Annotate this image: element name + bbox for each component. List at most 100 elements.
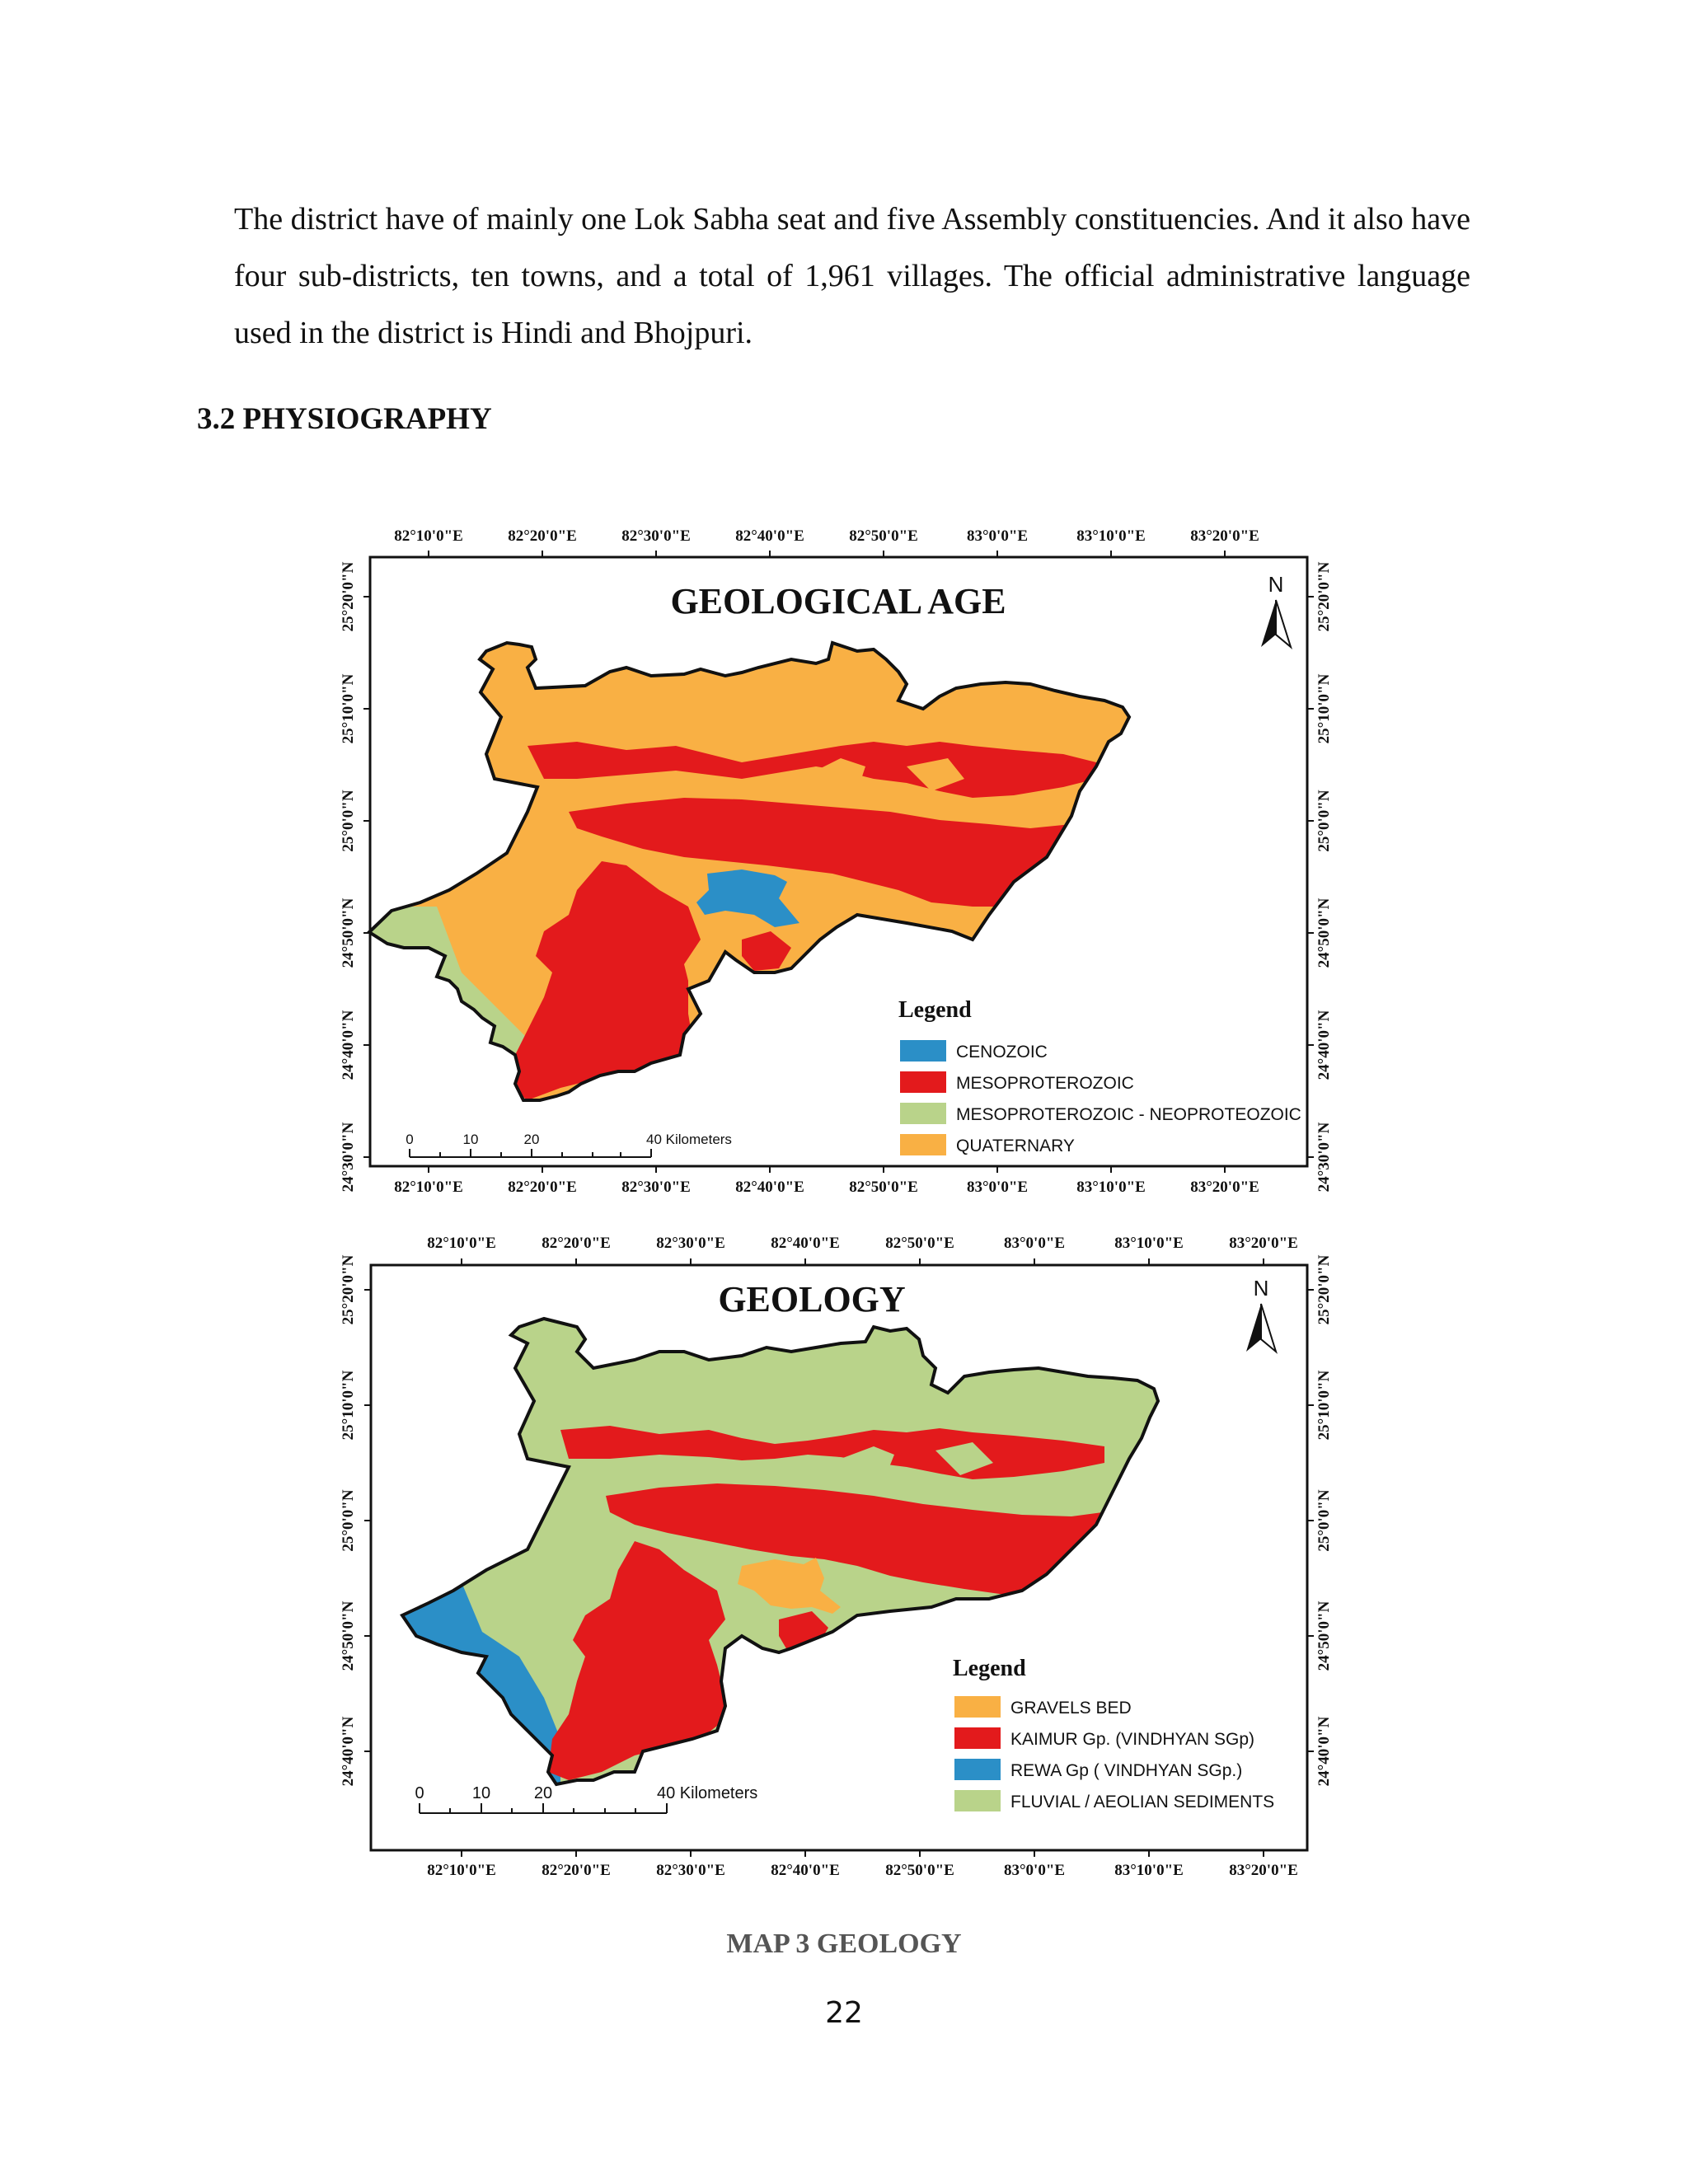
- lat-tick-label: 25°20'0"N: [1315, 561, 1333, 631]
- north-arrow-icon: N: [1261, 572, 1292, 649]
- legend-swatch: [900, 1040, 946, 1062]
- lon-tick-label: 83°10'0"E: [1076, 1179, 1146, 1196]
- lon-tick-label: 82°10'0"E: [394, 527, 463, 545]
- lon-tick-label: 82°50'0"E: [849, 1179, 918, 1196]
- scale-bar: 0 10 20 40 Kilometers: [406, 1132, 732, 1158]
- north-label: N: [1254, 1276, 1269, 1301]
- lat-tick-label: 24°40'0"N: [340, 1010, 357, 1080]
- lon-tick-label: 82°40'0"E: [771, 1862, 840, 1879]
- lon-tick-label: 82°20'0"E: [542, 1235, 611, 1252]
- lon-tick-label: 82°40'0"E: [735, 1179, 804, 1196]
- district-boundary: [400, 1316, 1160, 1787]
- legend-swatch: [900, 1134, 946, 1155]
- north-label: N: [1268, 572, 1284, 597]
- lon-tick-label: 83°0'0"E: [1004, 1235, 1065, 1252]
- lon-tick-label: 83°10'0"E: [1114, 1235, 1184, 1252]
- lat-tick-label: 25°0'0"N: [1315, 790, 1333, 851]
- lat-tick-label: 25°10'0"N: [1315, 673, 1333, 743]
- map-title: GEOLOGY: [718, 1279, 905, 1319]
- lat-tick-label: 25°0'0"N: [340, 790, 357, 851]
- lon-tick-label: 82°20'0"E: [508, 1179, 577, 1196]
- legend-swatch: [954, 1727, 1001, 1749]
- lat-tick-label: 25°10'0"N: [1315, 1370, 1333, 1440]
- scale-tick: 10: [463, 1132, 479, 1147]
- lat-tick-label: 24°40'0"N: [1315, 1010, 1333, 1080]
- lat-tick-label: 25°20'0"N: [340, 561, 357, 631]
- legend-label: KAIMUR Gp. (VINDHYAN SGp): [1010, 1730, 1254, 1749]
- geological-age-map: 82°10'0"E 82°20'0"E 82°30'0"E 82°40'0"E …: [340, 527, 1333, 1196]
- lat-tick-label: 24°50'0"N: [340, 1601, 357, 1671]
- legend-swatch: [900, 1103, 946, 1124]
- geology-map: 82°10'0"E 82°20'0"E 82°30'0"E 82°40'0"E …: [340, 1235, 1333, 1879]
- scale-tick: 20: [524, 1132, 540, 1147]
- lat-tick-label: 24°50'0"N: [1315, 898, 1333, 968]
- lon-tick-label: 82°20'0"E: [542, 1862, 611, 1879]
- lon-tick-label: 83°0'0"E: [1004, 1862, 1065, 1879]
- lat-tick-label: 24°50'0"N: [1315, 1601, 1333, 1671]
- map-title: GEOLOGICAL AGE: [670, 581, 1006, 621]
- lon-tick-label: 82°10'0"E: [427, 1862, 496, 1879]
- lat-tick-label: 25°20'0"N: [340, 1254, 357, 1324]
- lon-tick-label: 82°30'0"E: [621, 527, 691, 545]
- legend-label: MESOPROTEROZOIC: [956, 1074, 1134, 1093]
- legend-label: GRAVELS BED: [1010, 1699, 1132, 1718]
- lon-tick-label: 82°30'0"E: [656, 1235, 725, 1252]
- scale-tick: 0: [406, 1132, 413, 1147]
- lon-tick-label: 83°20'0"E: [1229, 1862, 1298, 1879]
- lon-tick-label: 83°0'0"E: [967, 527, 1028, 545]
- lon-tick-label: 82°40'0"E: [771, 1235, 840, 1252]
- lon-tick-label: 82°40'0"E: [735, 527, 804, 545]
- lon-tick-label: 83°10'0"E: [1114, 1862, 1184, 1879]
- legend-title: Legend: [953, 1656, 1026, 1681]
- scale-tick: 0: [415, 1784, 424, 1802]
- section-heading: 3.2 PHYSIOGRAPHY: [197, 402, 492, 436]
- scale-label: 40 Kilometers: [657, 1784, 757, 1802]
- lon-tick-label: 82°10'0"E: [427, 1235, 496, 1252]
- lon-tick-label: 82°30'0"E: [621, 1179, 691, 1196]
- legend-swatch: [954, 1790, 1001, 1811]
- lat-tick-label: 25°10'0"N: [340, 1370, 357, 1440]
- legend-label: REWA Gp ( VINDHYAN SGp.): [1010, 1761, 1242, 1780]
- scale-tick: 10: [472, 1784, 490, 1802]
- lat-tick-label: 25°10'0"N: [340, 673, 357, 743]
- map-legend: Legend CENOZOIC MESOPROTEROZOIC MESOPROT…: [898, 997, 1301, 1155]
- legend-swatch: [954, 1759, 1001, 1780]
- scale-tick: 20: [534, 1784, 552, 1802]
- lat-tick-label: 24°30'0"N: [340, 1122, 357, 1192]
- legend-label: QUATERNARY: [956, 1137, 1075, 1155]
- lat-tick-label: 24°50'0"N: [340, 898, 357, 968]
- scale-bar: 0 10 20 40 Kilometers: [415, 1784, 757, 1814]
- scale-label: 40 Kilometers: [646, 1132, 732, 1147]
- page-number: 22: [825, 1996, 863, 2030]
- figure-caption: MAP 3 GEOLOGY: [726, 1929, 962, 1959]
- lon-tick-label: 83°20'0"E: [1190, 527, 1259, 545]
- lon-tick-label: 83°0'0"E: [967, 1179, 1028, 1196]
- legend-swatch: [900, 1071, 946, 1093]
- legend-label: FLUVIAL / AEOLIAN SEDIMENTS: [1010, 1793, 1274, 1811]
- lon-tick-label: 83°20'0"E: [1190, 1179, 1259, 1196]
- lon-tick-label: 82°50'0"E: [885, 1862, 954, 1879]
- map-frame: [369, 1263, 1309, 1852]
- north-arrow-icon: N: [1246, 1276, 1278, 1354]
- map-legend: Legend GRAVELS BED KAIMUR Gp. (VINDHYAN …: [953, 1656, 1274, 1811]
- lon-tick-label: 82°50'0"E: [885, 1235, 954, 1252]
- lon-tick-label: 82°30'0"E: [656, 1862, 725, 1879]
- lat-tick-label: 24°40'0"N: [340, 1716, 357, 1786]
- lon-tick-label: 82°50'0"E: [849, 527, 918, 545]
- lon-tick-label: 82°20'0"E: [508, 527, 577, 545]
- lat-tick-label: 25°20'0"N: [1315, 1254, 1333, 1324]
- lon-tick-label: 83°10'0"E: [1076, 527, 1146, 545]
- lat-tick-label: 24°30'0"N: [1315, 1122, 1333, 1192]
- legend-label: MESOPROTEROZOIC - NEOPROTEOZOIC: [956, 1105, 1301, 1124]
- lat-tick-label: 25°0'0"N: [340, 1489, 357, 1551]
- legend-title: Legend: [898, 997, 972, 1023]
- body-paragraph: The district have of mainly one Lok Sabh…: [234, 202, 1470, 350]
- lat-tick-label: 25°0'0"N: [1315, 1489, 1333, 1551]
- legend-label: CENOZOIC: [956, 1043, 1048, 1062]
- district-boundary: [366, 640, 1132, 1102]
- legend-swatch: [954, 1696, 1001, 1718]
- lon-tick-label: 83°20'0"E: [1229, 1235, 1298, 1252]
- lon-tick-label: 82°10'0"E: [394, 1179, 463, 1196]
- lat-tick-label: 24°40'0"N: [1315, 1716, 1333, 1786]
